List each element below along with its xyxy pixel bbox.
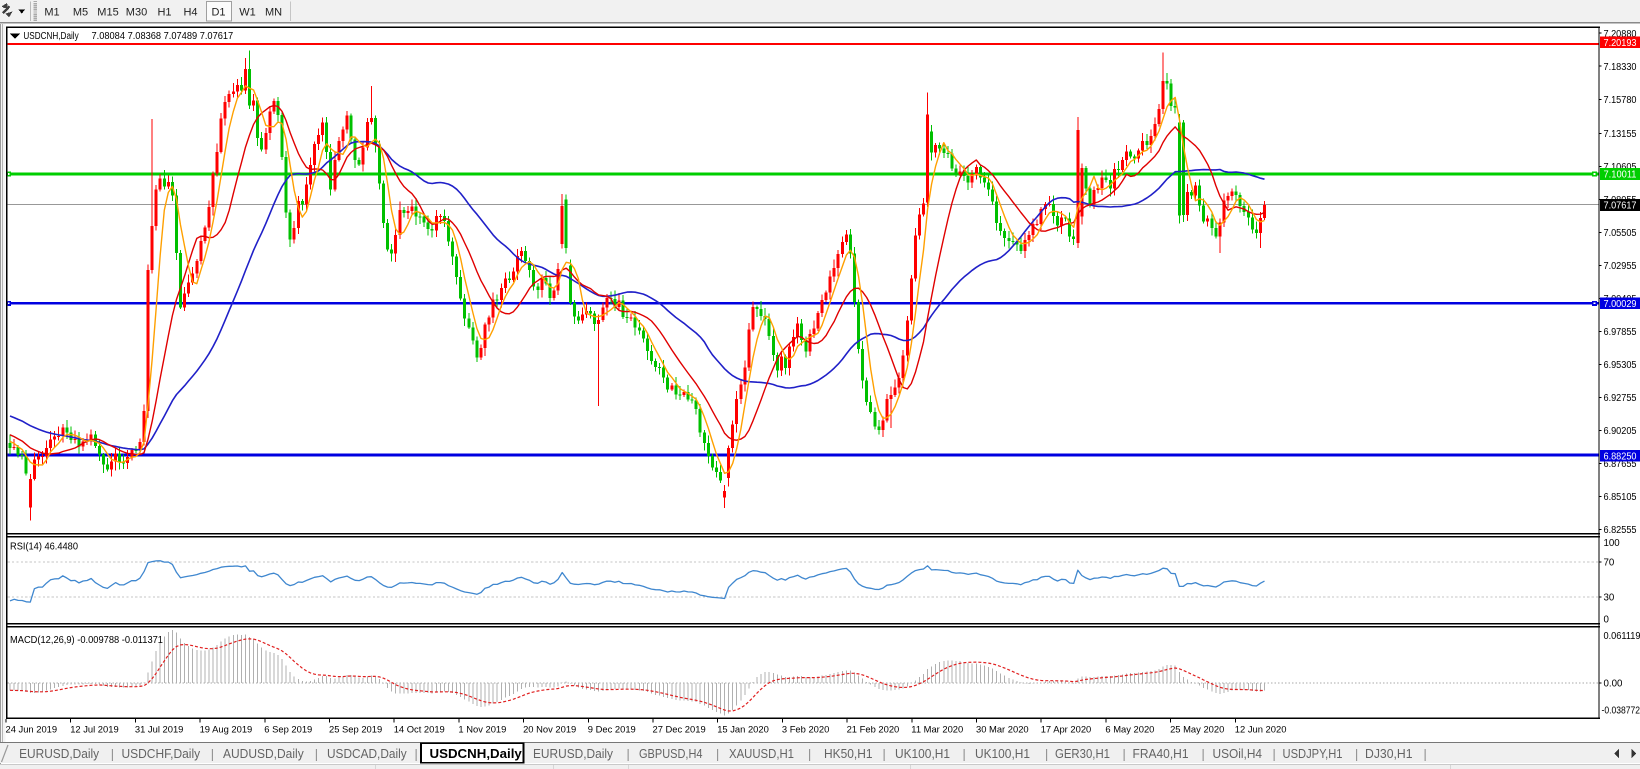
svg-text:7.07617: 7.07617 <box>1604 201 1637 212</box>
svg-text:USDCNH,Daily: USDCNH,Daily <box>430 747 522 761</box>
svg-text:M15: M15 <box>97 7 118 19</box>
svg-text:6 Sep 2019: 6 Sep 2019 <box>264 724 312 735</box>
svg-text:100: 100 <box>1604 538 1621 549</box>
svg-text:|: | <box>315 748 318 762</box>
svg-text:7.18330: 7.18330 <box>1604 62 1638 73</box>
svg-text:7.10011: 7.10011 <box>1604 170 1637 181</box>
svg-text:|: | <box>1202 748 1205 762</box>
svg-text:EURUSD,Daily: EURUSD,Daily <box>19 747 100 761</box>
svg-text:6.97855: 6.97855 <box>1604 327 1637 338</box>
svg-text:7.20193: 7.20193 <box>1604 38 1637 49</box>
svg-text:30 Mar 2020: 30 Mar 2020 <box>976 724 1029 735</box>
svg-text:GER30,H1: GER30,H1 <box>1055 747 1110 761</box>
svg-text:14 Oct 2019: 14 Oct 2019 <box>394 724 445 735</box>
svg-text:|: | <box>716 748 719 762</box>
svg-text:20 Nov 2019: 20 Nov 2019 <box>523 724 576 735</box>
svg-text:25 Sep 2019: 25 Sep 2019 <box>329 724 382 735</box>
svg-text:17 Apr 2020: 17 Apr 2020 <box>1041 724 1092 735</box>
svg-text:UK100,H1: UK100,H1 <box>975 747 1030 761</box>
svg-text:M5: M5 <box>73 7 88 19</box>
svg-text:7.05505: 7.05505 <box>1604 228 1637 239</box>
svg-text:12 Jun 2020: 12 Jun 2020 <box>1235 724 1287 735</box>
svg-text:6.90205: 6.90205 <box>1604 426 1637 437</box>
svg-text:7.02955: 7.02955 <box>1604 261 1637 272</box>
svg-text:AUDUSD,Daily: AUDUSD,Daily <box>223 747 304 761</box>
svg-text:25 May 2020: 25 May 2020 <box>1170 724 1224 735</box>
svg-text:|: | <box>1123 748 1126 762</box>
svg-text:EURUSD,Daily: EURUSD,Daily <box>533 747 614 761</box>
svg-text:12 Jul 2019: 12 Jul 2019 <box>70 724 118 735</box>
svg-text:MN: MN <box>265 7 282 19</box>
svg-text:|: | <box>883 748 886 762</box>
svg-text:|: | <box>808 748 811 762</box>
svg-text:7.00029: 7.00029 <box>1604 299 1637 310</box>
svg-text:21 Feb 2020: 21 Feb 2020 <box>847 724 900 735</box>
svg-text:7.13155: 7.13155 <box>1604 129 1637 140</box>
svg-text:27 Dec 2019: 27 Dec 2019 <box>653 724 706 735</box>
svg-text:0.00: 0.00 <box>1604 679 1623 690</box>
svg-text:7.08084 7.08368 7.07489 7.0761: 7.08084 7.08368 7.07489 7.07617 <box>92 31 234 42</box>
svg-text:MACD(12,26,9) -0.009788 -0.011: MACD(12,26,9) -0.009788 -0.011371 <box>10 635 163 646</box>
svg-text:9 Dec 2019: 9 Dec 2019 <box>588 724 636 735</box>
svg-text:GBPUSD,H4: GBPUSD,H4 <box>639 747 703 761</box>
svg-text:|: | <box>963 748 966 762</box>
svg-text:7.10605: 7.10605 <box>1604 162 1637 173</box>
svg-text:70: 70 <box>1604 558 1615 569</box>
svg-text:11 Mar 2020: 11 Mar 2020 <box>911 724 963 735</box>
svg-text:7.15780: 7.15780 <box>1604 95 1638 106</box>
svg-text:19 Aug 2019: 19 Aug 2019 <box>200 724 253 735</box>
svg-text:DJ30,H1: DJ30,H1 <box>1365 747 1413 761</box>
svg-text:24 Jun 2019: 24 Jun 2019 <box>6 724 58 735</box>
svg-text:3 Feb 2020: 3 Feb 2020 <box>782 724 829 735</box>
svg-text:6.95305: 6.95305 <box>1604 360 1637 371</box>
svg-text:H1: H1 <box>157 7 171 19</box>
svg-text:USDJPY,H1: USDJPY,H1 <box>1283 747 1343 761</box>
svg-text:USDCNH,Daily: USDCNH,Daily <box>23 31 78 42</box>
svg-text:UK100,H1: UK100,H1 <box>895 747 950 761</box>
svg-text:0.061119: 0.061119 <box>1604 631 1640 642</box>
svg-text:|: | <box>1355 748 1358 762</box>
svg-text:|: | <box>415 748 418 762</box>
svg-text:|: | <box>111 748 114 762</box>
svg-text:31 Jul 2019: 31 Jul 2019 <box>135 724 183 735</box>
svg-text:6.87655: 6.87655 <box>1604 459 1637 470</box>
svg-text:FRA40,H1: FRA40,H1 <box>1133 747 1189 761</box>
svg-text:H4: H4 <box>183 7 197 19</box>
svg-text:|: | <box>1273 748 1276 762</box>
svg-text:XAUUSD,H1: XAUUSD,H1 <box>729 747 794 761</box>
svg-text:1 Nov 2019: 1 Nov 2019 <box>458 724 506 735</box>
svg-text:0: 0 <box>1604 615 1610 626</box>
svg-text:6 May 2020: 6 May 2020 <box>1105 724 1154 735</box>
svg-text:6.88250: 6.88250 <box>1604 452 1638 463</box>
svg-text:HK50,H1: HK50,H1 <box>824 747 873 761</box>
svg-text:|: | <box>1424 748 1427 762</box>
svg-text:30: 30 <box>1604 593 1615 604</box>
svg-text:-0.038772: -0.038772 <box>1602 706 1640 717</box>
svg-text:RSI(14) 46.4480: RSI(14) 46.4480 <box>10 542 78 553</box>
svg-text:USOil,H4: USOil,H4 <box>1213 747 1263 761</box>
svg-text:6.92755: 6.92755 <box>1604 393 1637 404</box>
svg-text:|: | <box>211 748 214 762</box>
svg-text:6.82555: 6.82555 <box>1604 525 1637 536</box>
svg-text:M30: M30 <box>126 7 147 19</box>
svg-text:6.85105: 6.85105 <box>1604 492 1637 503</box>
svg-text:USDCHF,Daily: USDCHF,Daily <box>122 747 201 761</box>
svg-text:M1: M1 <box>44 7 59 19</box>
svg-text:|: | <box>1045 748 1048 762</box>
svg-text:D1: D1 <box>211 7 225 19</box>
svg-text:W1: W1 <box>239 7 256 19</box>
svg-text:USDCAD,Daily: USDCAD,Daily <box>327 747 407 761</box>
svg-text:|: | <box>627 748 630 762</box>
svg-text:7.20880: 7.20880 <box>1604 29 1638 40</box>
svg-text:15 Jan 2020: 15 Jan 2020 <box>717 724 769 735</box>
